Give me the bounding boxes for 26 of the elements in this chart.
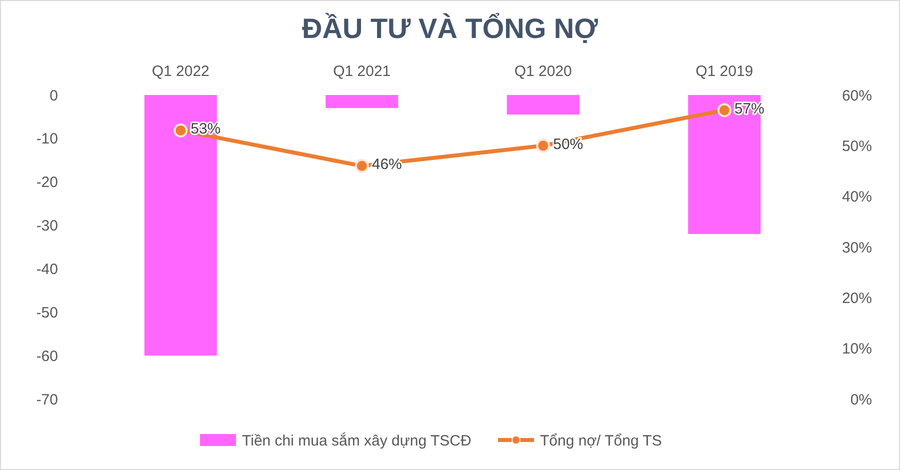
y2-tick-label: 50% xyxy=(842,138,872,155)
y-tick-label: -60 xyxy=(36,348,58,365)
y-tick-label: -70 xyxy=(36,391,58,408)
y-tick-label: -10 xyxy=(36,130,58,148)
y2-tick-label: 30% xyxy=(842,239,872,256)
point xyxy=(536,138,550,153)
legend-label: Tiền chi mua sắm xây dựng TSCĐ xyxy=(242,431,472,450)
y-tick-label: -50 xyxy=(36,304,58,322)
y2-tick-label: 20% xyxy=(842,290,872,307)
y2-tick-label: 40% xyxy=(842,188,872,206)
x-tick-label: Q1 2021 xyxy=(333,63,391,80)
y2-tick-label: 10% xyxy=(842,340,872,358)
y-tick-label: -30 xyxy=(36,218,58,235)
y-tick-label: -40 xyxy=(36,260,58,278)
point xyxy=(717,103,732,118)
x-tick-label: Q1 2022 xyxy=(152,63,210,80)
legend-label: Tổng nợ/ Tổng TS xyxy=(540,432,662,450)
point xyxy=(174,123,188,138)
x-tick-label: Q1 2020 xyxy=(514,63,572,80)
point xyxy=(354,158,369,173)
y-tick-label: -20 xyxy=(36,174,58,192)
chart-title: ĐẦU TƯ VÀ TỔNG NỢ xyxy=(302,12,598,44)
y2-tick-label: 0% xyxy=(850,391,872,408)
y-tick-label: 0 xyxy=(50,87,58,104)
y2-tick-label: 60% xyxy=(842,87,872,104)
x-tick-label: Q1 2019 xyxy=(696,63,754,80)
